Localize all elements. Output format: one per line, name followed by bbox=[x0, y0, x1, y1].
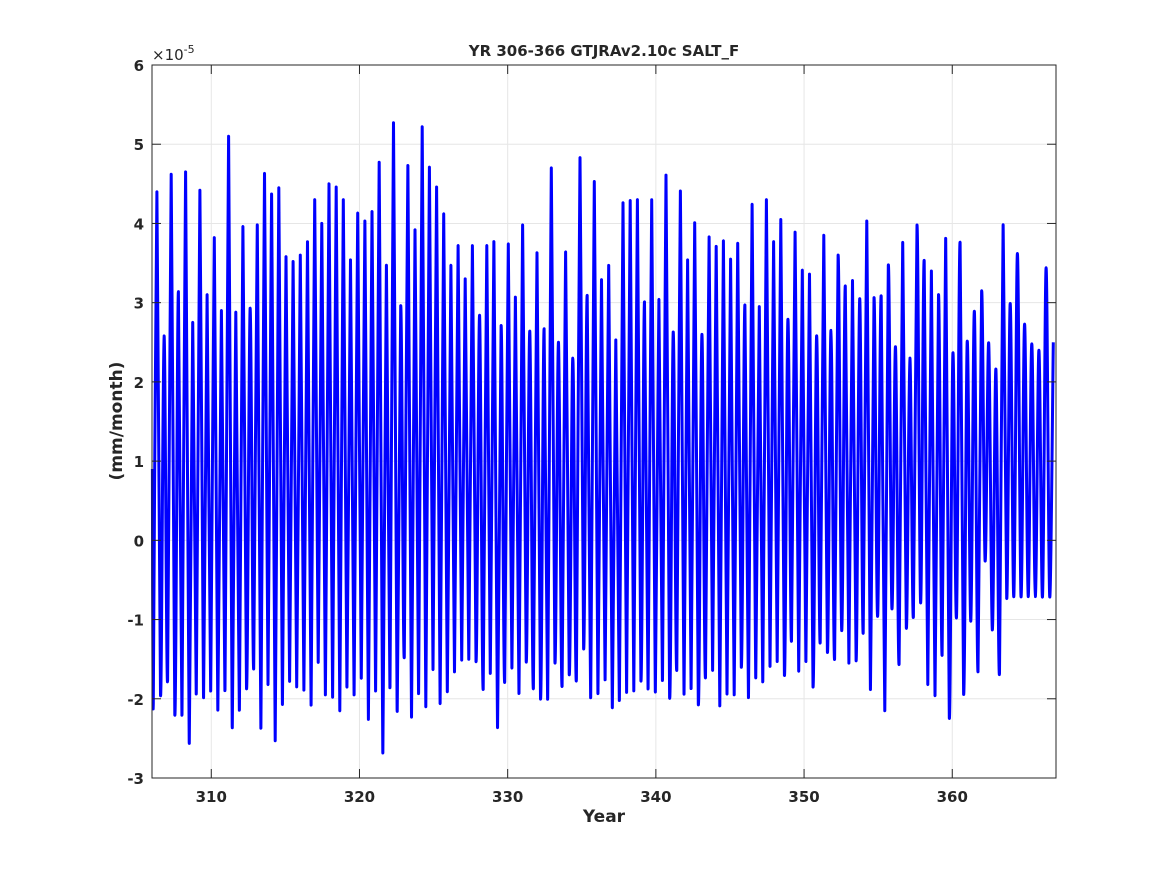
x-tick-label: 340 bbox=[640, 788, 671, 806]
exponent-base: ×10 bbox=[152, 46, 184, 64]
y-tick-label: -3 bbox=[127, 770, 144, 788]
x-tick-label: 350 bbox=[788, 788, 819, 806]
y-tick-label: 2 bbox=[134, 374, 144, 392]
y-tick-label: 5 bbox=[134, 136, 144, 154]
x-tick-label: 360 bbox=[937, 788, 968, 806]
x-tick-label: 320 bbox=[344, 788, 375, 806]
y-tick-label: 1 bbox=[134, 453, 144, 471]
y-tick-label: -1 bbox=[127, 612, 144, 630]
y-tick-label: 4 bbox=[134, 215, 144, 233]
series-line bbox=[150, 121, 1055, 755]
y-tick-label: -2 bbox=[127, 691, 144, 709]
y-tick-label: 3 bbox=[134, 295, 144, 313]
exponent-power: -5 bbox=[184, 43, 195, 56]
x-axis-label: Year bbox=[582, 807, 626, 827]
x-tick-label: 310 bbox=[196, 788, 227, 806]
y-axis-exponent: ×10-5 bbox=[152, 43, 195, 64]
plot-frame bbox=[151, 64, 1057, 779]
tick-labels: 310 320 330 340 350 360 -3 -2 -1 0 1 2 3 4 5 6 bbox=[127, 57, 968, 806]
y-tick-label: 0 bbox=[134, 532, 144, 550]
series-group bbox=[150, 121, 1055, 755]
y-tick-label: 6 bbox=[134, 57, 144, 75]
y-axis-label: (mm/month) bbox=[107, 362, 127, 481]
x-tick-label: 330 bbox=[492, 788, 523, 806]
chart-title: YR 306-366 GTJRAv2.10c SALT_F bbox=[468, 42, 740, 60]
tick-marks bbox=[152, 64, 1056, 779]
